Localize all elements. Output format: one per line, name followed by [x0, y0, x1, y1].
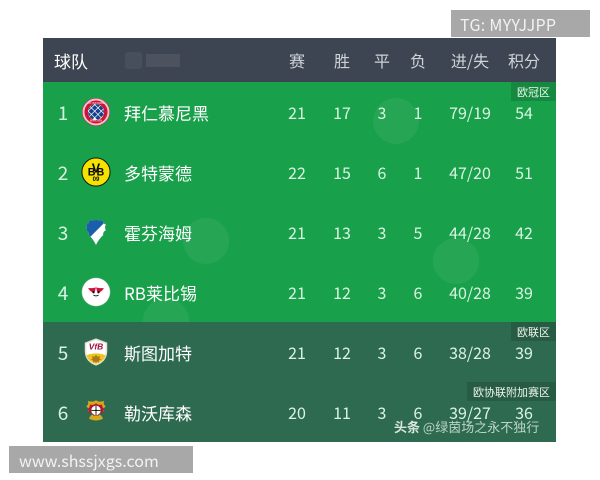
svg-text:V: V [92, 161, 101, 175]
svg-text:FC BAYERN: FC BAYERN [88, 101, 104, 105]
svg-text:MÜNCHEN: MÜNCHEN [90, 120, 102, 123]
svg-text:VfB: VfB [89, 342, 104, 352]
svg-text:09: 09 [93, 176, 100, 183]
